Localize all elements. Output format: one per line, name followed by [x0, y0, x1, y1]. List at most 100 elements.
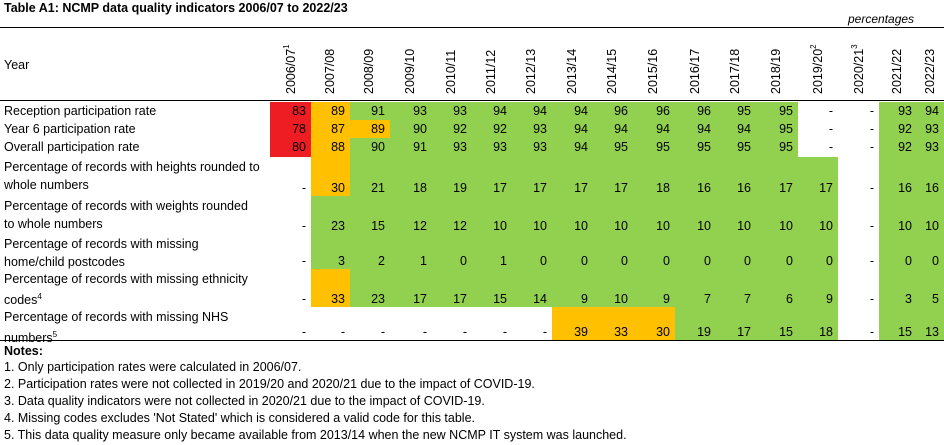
table-cell: 14: [512, 269, 552, 307]
notes-title: Notes:: [4, 344, 43, 358]
year-column-header: 2014/15: [605, 49, 619, 94]
table-cell: -: [350, 307, 390, 340]
table-cell: 10: [593, 269, 633, 307]
table-cell: 10: [675, 196, 716, 234]
table-cell: 18: [390, 157, 432, 196]
row-label-text: Percentage of records with missing ethni…: [4, 272, 248, 286]
table-cell: 78: [270, 120, 311, 138]
table-cell: 89: [350, 120, 390, 138]
footnote-marker: 1: [281, 44, 291, 49]
year-column-header: 2018/19: [769, 49, 783, 94]
table-cell: 93: [432, 138, 472, 157]
year-column-header: 2009/10: [403, 49, 417, 94]
row-label-line: Overall participation rate: [4, 138, 139, 156]
table-cell: 17: [432, 269, 472, 307]
table-cell: 96: [593, 102, 633, 120]
table-cell: 17: [756, 157, 798, 196]
table-cell: -: [270, 234, 311, 269]
table-cell: 12: [390, 196, 432, 234]
table-cell: -: [798, 102, 838, 120]
row-label-line: Percentage of records with missing NHS: [4, 308, 228, 326]
table-cell: 95: [756, 138, 798, 157]
row-label: Percentage of records with missing ethni…: [4, 270, 248, 309]
table-cell: -: [838, 102, 879, 120]
year-column-header: 2006/071: [281, 44, 298, 94]
table-cell: -: [270, 196, 311, 234]
table-cell: 83: [270, 102, 311, 120]
year-label: 2009/10: [403, 48, 417, 94]
note-item: 2. Participation rates were not collecte…: [4, 377, 535, 391]
year-column-header: 2015/16: [646, 49, 660, 94]
year-label: 2007/08: [322, 48, 337, 94]
table-cell: 17: [512, 157, 552, 196]
table-cell: -: [311, 307, 350, 340]
table-cell: 93: [917, 138, 944, 157]
table-cell: 10: [593, 196, 633, 234]
table-cell: 16: [917, 157, 944, 196]
table-cell: 39: [552, 307, 593, 340]
table-cell: 18: [798, 307, 838, 340]
header-bottom-rule: [0, 100, 944, 101]
table-cell: 16: [716, 157, 756, 196]
table-cell: 7: [675, 269, 716, 307]
table-cell: -: [838, 138, 879, 157]
table-cell: 0: [432, 234, 472, 269]
row-label: Percentage of records with heights round…: [4, 158, 260, 194]
year-label: 2022/23: [922, 48, 937, 94]
table-cell: 95: [675, 138, 716, 157]
note-item: 1. Only participation rates were calcula…: [4, 360, 302, 374]
table-cell: 0: [756, 234, 798, 269]
table-cell: 91: [350, 102, 390, 120]
table-cell: -: [432, 307, 472, 340]
table-cell: 10: [472, 196, 512, 234]
row-label: Overall participation rate: [4, 138, 139, 156]
year-label: 2013/14: [564, 48, 579, 94]
table-cell: 1: [472, 234, 512, 269]
table-cell: 93: [512, 120, 552, 138]
row-label-text: codes: [4, 293, 38, 308]
table-cell: -: [472, 307, 512, 340]
table-cell: 15: [350, 196, 390, 234]
table-cell: 92: [432, 120, 472, 138]
row-label-text: Percentage of records with weights round…: [4, 199, 248, 213]
row-label-line: Percentage of records with missing ethni…: [4, 270, 248, 288]
table-cell: 93: [879, 102, 917, 120]
row-label-text: whole numbers: [4, 178, 89, 192]
year-column-header: 2016/17: [688, 49, 702, 94]
year-label: 2017/18: [728, 48, 742, 94]
year-label: 2006/07: [283, 48, 298, 94]
table-title: Table A1: NCMP data quality indicators 2…: [4, 1, 348, 15]
row-label-text: Percentage of records with missing NHS: [4, 310, 229, 324]
table-cell: 10: [879, 196, 917, 234]
table-cell: 93: [472, 138, 512, 157]
year-column-header: 2008/09: [362, 49, 376, 94]
table-cell: -: [512, 307, 552, 340]
table-cell: 10: [633, 196, 675, 234]
row-label-line: to whole numbers: [4, 215, 248, 233]
row-label-text: Percentage of records with heights round…: [4, 160, 260, 174]
row-label-text: numbers: [4, 331, 53, 346]
row-label-line: whole numbers: [4, 176, 260, 194]
table-cell: 3: [311, 234, 350, 269]
table-cell: 93: [432, 102, 472, 120]
table-cell: 17: [798, 157, 838, 196]
year-label: 2021/22: [890, 48, 904, 94]
table-cell: 92: [879, 138, 917, 157]
table-cell: -: [270, 157, 311, 196]
row-label: Reception participation rate: [4, 102, 156, 120]
year-column-header: 2013/14: [565, 49, 579, 94]
table-cell: 94: [472, 102, 512, 120]
table-cell: 23: [311, 196, 350, 234]
year-column-header: 2011/12: [484, 50, 498, 94]
row-label-line: codes4: [4, 288, 248, 309]
table-cell: 94: [552, 138, 593, 157]
table-cell: 16: [879, 157, 917, 196]
table-cell: 95: [716, 138, 756, 157]
table-cell: 94: [633, 120, 675, 138]
table-cell: 9: [552, 269, 593, 307]
table-cell: 90: [350, 138, 390, 157]
table-cell: 15: [472, 269, 512, 307]
table-cell: 2: [350, 234, 390, 269]
table-cell: 33: [593, 307, 633, 340]
table-cell: 96: [633, 102, 675, 120]
